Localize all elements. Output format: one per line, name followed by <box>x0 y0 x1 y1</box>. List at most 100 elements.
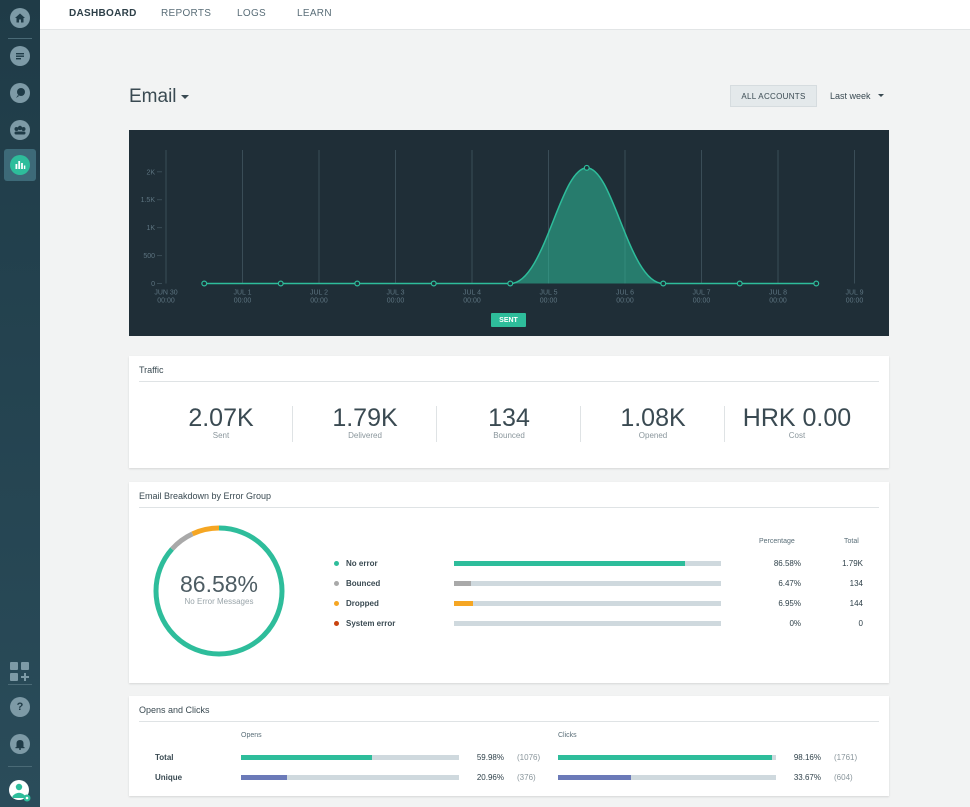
sent-data-point <box>430 280 437 287</box>
home-icon[interactable] <box>4 2 36 34</box>
legend-dot <box>334 581 339 586</box>
sent-data-point <box>201 280 208 287</box>
error-label: Bounced <box>346 579 381 588</box>
sent-data-point <box>583 164 590 171</box>
error-label: Dropped <box>346 599 379 608</box>
nav-logs[interactable]: LOGS <box>237 8 266 19</box>
error-label: System error <box>346 619 396 628</box>
stat-sent: 2.07K Sent <box>149 404 293 440</box>
stat-value: 1.08K <box>620 404 686 432</box>
messages-icon[interactable] <box>4 40 36 72</box>
divider <box>436 406 437 442</box>
error-bar <box>454 621 721 626</box>
error-bar-fill <box>454 601 473 606</box>
error-row: No error 86.58% 1.79K <box>333 558 863 570</box>
error-donut: 86.58% No Error Messages <box>151 523 287 659</box>
clicks-bar-fill <box>558 755 772 760</box>
legend-sent[interactable]: SENT <box>491 313 526 327</box>
all-accounts-button[interactable]: ALL ACCOUNTS <box>730 85 817 107</box>
x-tick-time: 00:00 <box>157 298 175 305</box>
opens-bar-fill <box>241 775 287 780</box>
nav-learn[interactable]: LEARN <box>297 8 332 19</box>
stat-bounced: 134 Bounced <box>437 404 581 440</box>
nav-reports[interactable]: REPORTS <box>161 8 212 19</box>
opens-count: (376) <box>517 773 536 782</box>
clicks-count: (604) <box>834 773 853 782</box>
error-row: Bounced 6.47% 134 <box>333 578 863 590</box>
chevron-down-icon[interactable] <box>181 95 189 99</box>
clicks-count: (1761) <box>834 753 858 762</box>
x-tick-label: JUL 3 <box>386 290 404 297</box>
sent-data-point <box>507 280 514 287</box>
y-tick-label: 0 <box>151 281 155 288</box>
error-row: Dropped 6.95% 144 <box>333 598 863 610</box>
clicks-bar <box>558 755 776 760</box>
error-bar <box>454 581 721 586</box>
card-title: Opens and Clicks <box>139 705 210 715</box>
x-tick-time: 00:00 <box>310 298 328 305</box>
nav-dashboard[interactable]: DASHBOARD <box>69 8 137 19</box>
column-header-clicks: Clicks <box>558 732 577 739</box>
sidebar-divider <box>8 38 32 39</box>
error-total: 134 <box>849 579 863 588</box>
opens-clicks-card: Opens and Clicks Opens Clicks Total 59.98… <box>129 696 889 796</box>
traffic-card: Traffic 2.07K Sent 1.79K Delivered 134 B… <box>129 356 889 468</box>
stat-label: Sent <box>212 431 230 440</box>
opens-percentage: 59.98% <box>476 753 504 762</box>
card-title: Email Breakdown by Error Group <box>139 491 272 501</box>
donut-center: 86.58% No Error Messages <box>151 571 287 606</box>
column-header-total: Total <box>844 538 859 545</box>
chevron-down-icon[interactable] <box>878 94 884 97</box>
conversations-icon[interactable] <box>4 77 36 109</box>
x-tick-time: 00:00 <box>769 298 787 305</box>
people-icon[interactable] <box>4 114 36 146</box>
analytics-icon[interactable] <box>4 149 36 181</box>
y-tick-label: 2K <box>146 169 155 176</box>
donut-segment <box>153 525 285 657</box>
x-tick-time: 00:00 <box>463 298 481 305</box>
error-breakdown-card: Email Breakdown by Error Group 86.58% No… <box>129 482 889 683</box>
notifications-icon[interactable] <box>4 728 36 760</box>
clicks-bar-fill <box>558 775 632 780</box>
card-title: Traffic <box>139 365 164 375</box>
stat-label: Cost <box>788 431 806 440</box>
error-total: 0 <box>858 619 863 628</box>
row-label: Total <box>155 753 174 762</box>
x-tick-label: JUL 9 <box>845 290 863 297</box>
error-percentage: 6.95% <box>778 599 801 608</box>
divider <box>139 721 879 722</box>
sent-series-area <box>204 167 817 284</box>
stat-value: 1.79K <box>332 404 398 432</box>
x-tick-time: 00:00 <box>540 298 558 305</box>
stat-opened: 1.08K Opened <box>581 404 725 440</box>
help-icon[interactable]: ? <box>4 691 36 723</box>
error-bar-fill <box>454 561 686 566</box>
sidebar-divider <box>8 766 32 767</box>
x-tick-time: 00:00 <box>693 298 711 305</box>
x-tick-time: 00:00 <box>387 298 405 305</box>
x-tick-label: JUL 2 <box>310 290 328 297</box>
stat-value: 134 <box>488 404 530 432</box>
stat-label: Opened <box>638 431 668 440</box>
clicks-percentage: 33.67% <box>793 773 821 782</box>
clicks-bar <box>558 775 776 780</box>
x-tick-label: JUL 7 <box>692 290 710 297</box>
sent-chart: JUN 30 00:00 JUL 1 00:00 JUL 2 00:00 JUL 3 00:0… <box>129 130 889 336</box>
sent-data-point <box>277 280 284 287</box>
error-total: 1.79K <box>842 559 863 568</box>
legend-dot <box>334 601 339 606</box>
stat-label: Delivered <box>348 431 382 440</box>
period-select[interactable]: Last week <box>830 91 871 101</box>
y-tick-label: 1.5K <box>141 197 156 204</box>
x-tick-label: JUN 30 <box>154 290 177 297</box>
user-icon[interactable] <box>4 775 36 807</box>
page-title[interactable]: Email <box>129 86 177 107</box>
opens-bar-fill <box>241 755 372 760</box>
divider <box>724 406 725 442</box>
error-percentage: 6.47% <box>778 579 801 588</box>
opens-count: (1076) <box>517 753 541 762</box>
apps-add-icon[interactable] <box>4 656 36 688</box>
column-header-percentage: Percentage <box>759 538 795 545</box>
error-percentage: 0% <box>789 619 801 628</box>
